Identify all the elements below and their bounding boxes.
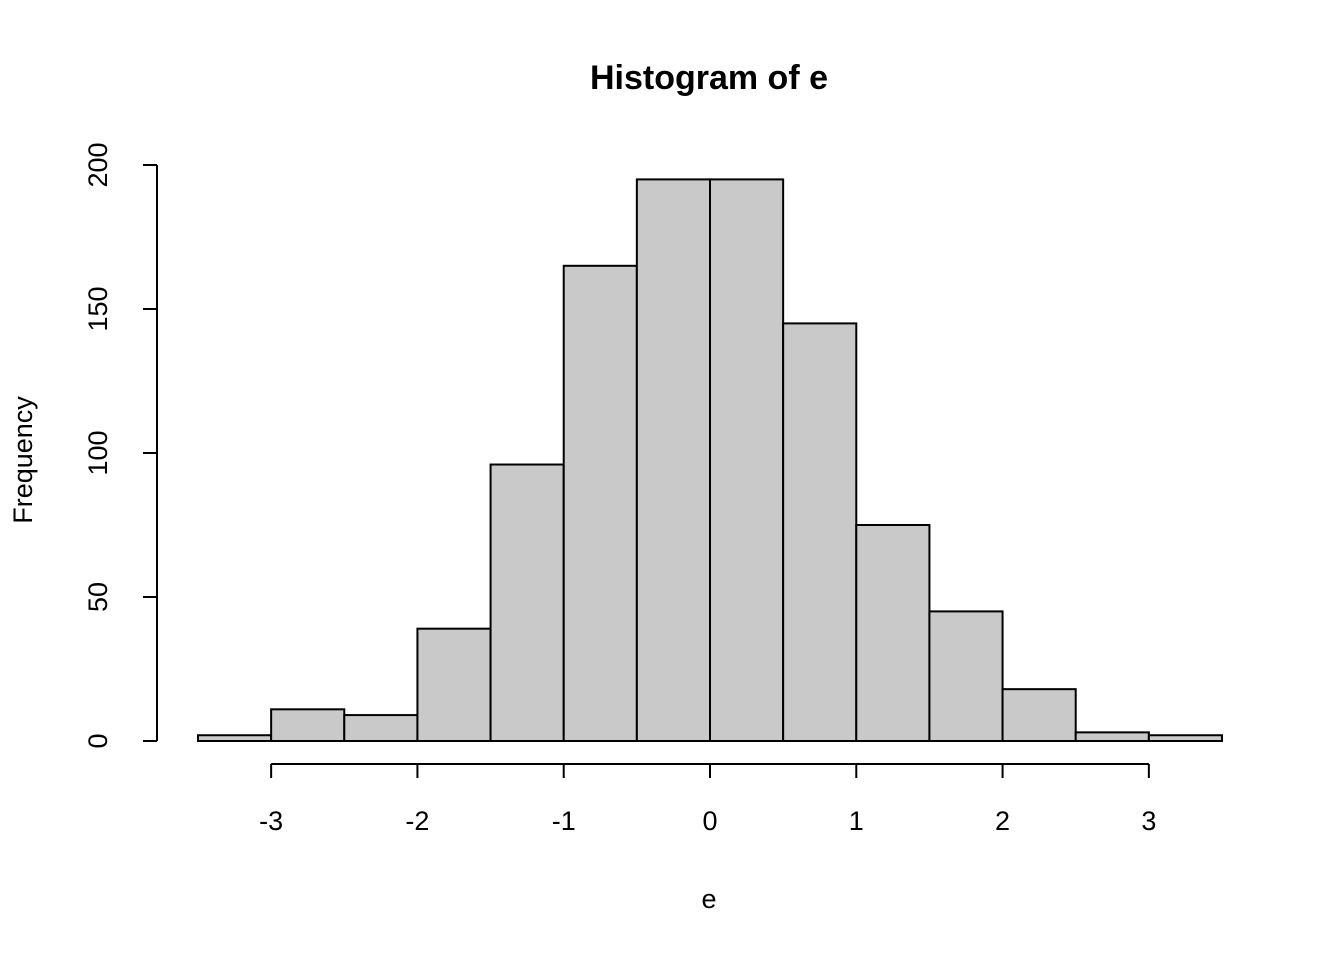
bar	[928, 610, 1004, 743]
x-tick-label: -1	[552, 806, 576, 836]
bar	[1001, 688, 1077, 742]
bar	[709, 178, 785, 742]
x-tick-label: 3	[1141, 806, 1156, 836]
x-tick-label: 1	[849, 806, 864, 836]
bar	[562, 264, 638, 742]
x-tick-label: 0	[702, 806, 717, 836]
x-tick-label: -2	[405, 806, 429, 836]
bar	[782, 322, 858, 742]
bar	[1147, 734, 1224, 742]
bar	[489, 463, 565, 742]
x-tick-label: 2	[995, 806, 1010, 836]
bar	[270, 708, 346, 743]
y-tick-label: 0	[83, 733, 113, 748]
bar	[1074, 731, 1150, 742]
bar	[343, 714, 419, 743]
y-tick-label: 200	[83, 142, 113, 187]
y-axis-label: Frequency	[8, 396, 38, 524]
x-axis-label: e	[701, 884, 716, 914]
bar	[855, 524, 931, 742]
y-tick-label: 100	[83, 430, 113, 475]
bar	[197, 734, 273, 742]
bar	[635, 178, 711, 742]
chart-title: Histogram of e	[590, 59, 828, 97]
y-tick-label: 150	[83, 286, 113, 331]
x-tick-label: -3	[259, 806, 283, 836]
bar	[416, 627, 492, 742]
y-tick-label: 50	[83, 582, 113, 612]
